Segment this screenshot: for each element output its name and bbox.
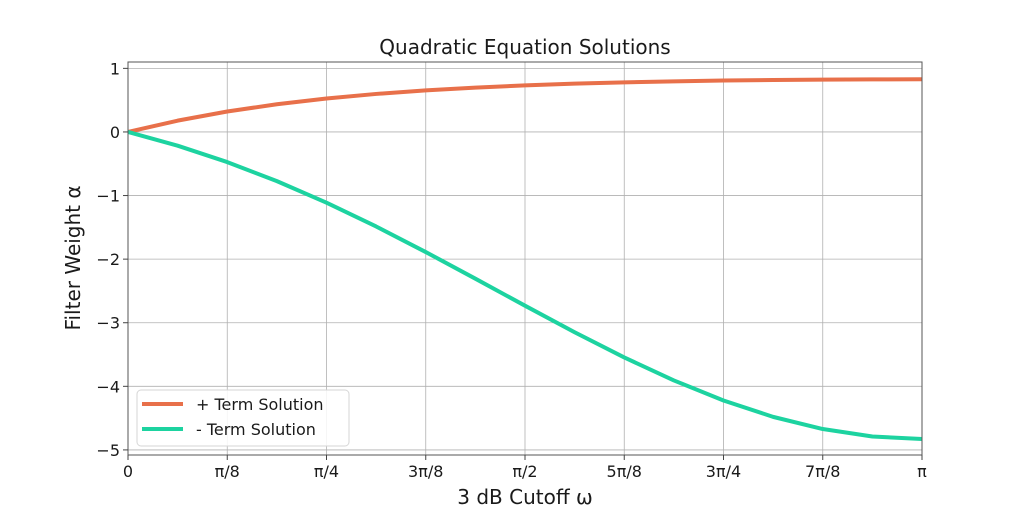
y-tick-label: 1 xyxy=(110,59,120,78)
y-tick-label: −5 xyxy=(96,441,120,460)
y-tick-label: 0 xyxy=(110,123,120,142)
legend-label-plus: + Term Solution xyxy=(196,395,324,414)
grid-lines xyxy=(127,62,923,455)
plus-term-line xyxy=(127,77,923,134)
chart-title: Quadratic Equation Solutions xyxy=(379,35,670,59)
y-tick-label: −1 xyxy=(96,187,120,206)
x-axis-ticks: 0 π/8 π/4 3π/8 π/2 5π/8 3π/4 7π/8 π xyxy=(123,455,927,481)
x-tick-label: π xyxy=(917,462,927,481)
y-axis-label: Filter Weight α xyxy=(61,185,85,330)
legend-frame xyxy=(136,389,350,447)
x-tick-label: 3π/8 xyxy=(408,462,443,481)
x-tick-label: 0 xyxy=(123,462,133,481)
data-series xyxy=(127,77,923,441)
y-tick-label: −2 xyxy=(96,250,120,269)
x-tick-label: π/4 xyxy=(314,462,339,481)
x-tick-label: 3π/4 xyxy=(706,462,741,481)
x-tick-label: 5π/8 xyxy=(607,462,642,481)
minus-term-line xyxy=(127,130,923,441)
y-axis-ticks: 1 0 −1 −2 −3 −4 −5 xyxy=(96,59,128,460)
y-tick-label: −4 xyxy=(96,377,120,396)
legend: + Term Solution - Term Solution xyxy=(136,389,350,447)
x-tick-label: 7π/8 xyxy=(805,462,840,481)
x-tick-label: π/8 xyxy=(215,462,240,481)
legend-label-minus: - Term Solution xyxy=(196,420,316,439)
y-tick-label: −3 xyxy=(96,314,120,333)
x-tick-label: π/2 xyxy=(512,462,537,481)
x-axis-label: 3 dB Cutoff ω xyxy=(457,485,592,509)
